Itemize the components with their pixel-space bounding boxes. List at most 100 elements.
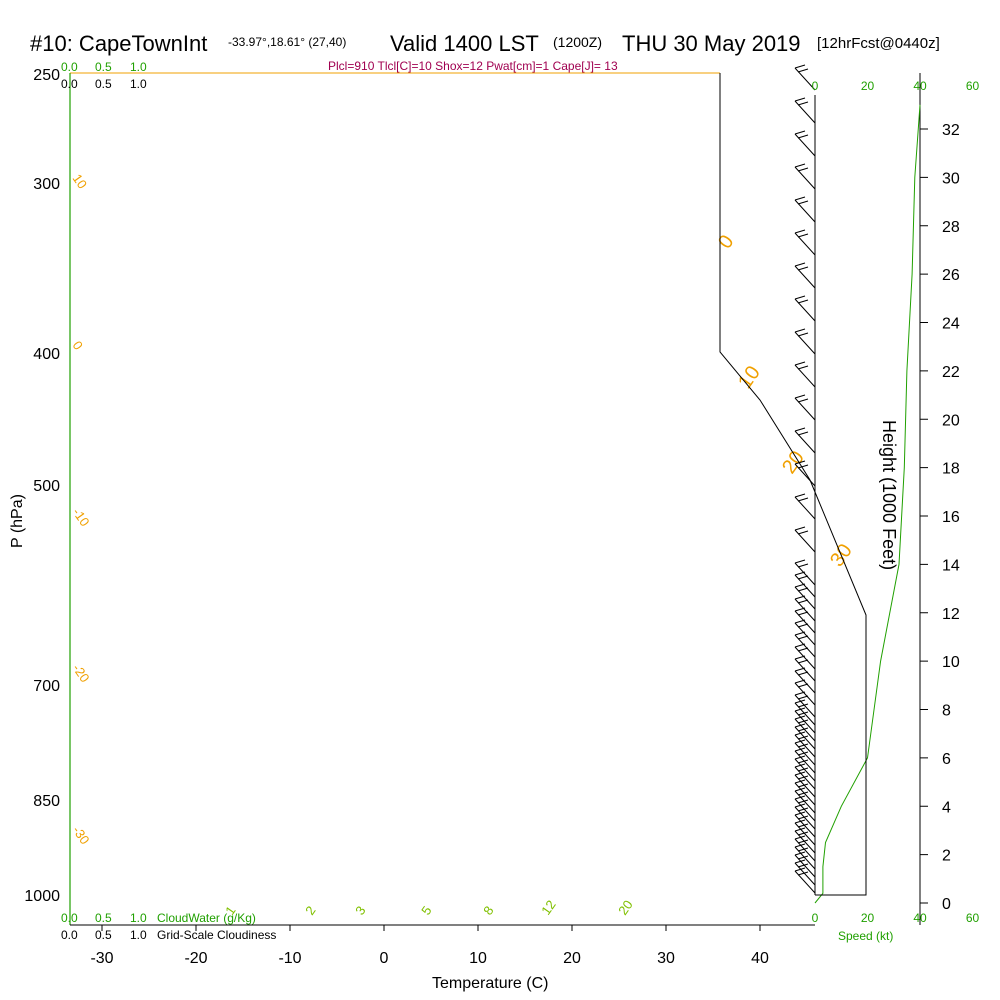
wind-barb-staff bbox=[794, 232, 816, 256]
pressure-tick-label: 500 bbox=[33, 478, 60, 495]
wind-barb bbox=[794, 427, 816, 454]
wind-barb-flag bbox=[794, 163, 806, 168]
wind-barb-staff bbox=[794, 397, 816, 421]
wind-barb bbox=[794, 583, 816, 610]
wind-barb bbox=[794, 835, 816, 862]
isotherm-label: 20 bbox=[778, 447, 809, 478]
wind-barb-flag bbox=[794, 361, 806, 366]
isotherm-label: 0 bbox=[70, 338, 86, 353]
wind-barb bbox=[794, 361, 816, 388]
cloud-scale-bottom-0: 0.0 bbox=[61, 911, 78, 925]
x-axis-title: Temperature (C) bbox=[432, 975, 548, 992]
x-tick-label: 10 bbox=[469, 950, 487, 967]
height-tick-label: 20 bbox=[942, 412, 960, 429]
cloud-scale-top-black-1: 0.5 bbox=[95, 77, 112, 91]
mixing-ratio-label: 20 bbox=[615, 897, 636, 917]
wind-barb bbox=[794, 819, 816, 846]
forecast-label: [12hrFcst@0440z] bbox=[817, 35, 940, 52]
wind-barb bbox=[794, 526, 816, 553]
cloud-scale-top-black-0: 0.0 bbox=[61, 77, 78, 91]
wind-barb-flag bbox=[797, 751, 809, 756]
wind-barb-flag bbox=[794, 779, 806, 784]
wind-barb bbox=[794, 64, 816, 91]
cloud-scale-top-black-2: 1.0 bbox=[130, 77, 147, 91]
wind-barb-flag bbox=[794, 262, 806, 267]
wind-barb bbox=[794, 559, 816, 586]
wind-barb-flag bbox=[797, 695, 809, 700]
height-tick-label: 8 bbox=[942, 703, 951, 720]
wind-barb-flag bbox=[794, 631, 806, 636]
wind-barb-flag bbox=[794, 460, 806, 465]
wind-barb-staff bbox=[794, 298, 816, 322]
wind-barb-flag bbox=[797, 743, 809, 748]
zulu-time: (1200Z) bbox=[553, 34, 602, 50]
date-label: THU 30 May 2019 bbox=[622, 31, 801, 56]
height-tick-label: 26 bbox=[942, 267, 960, 284]
wind-barb-flag bbox=[797, 398, 809, 403]
mixing-ratio-label: 12 bbox=[538, 897, 559, 917]
height-tick-label: 32 bbox=[942, 122, 960, 139]
wind-barb bbox=[794, 707, 816, 734]
mixing-ratio-label: 5 bbox=[418, 903, 434, 918]
x-tick-label: -30 bbox=[90, 950, 113, 967]
height-tick-label: 2 bbox=[942, 848, 951, 865]
wind-barb bbox=[794, 130, 816, 157]
wind-barb bbox=[794, 715, 816, 742]
wind-barb bbox=[794, 655, 816, 682]
wind-barb-flag bbox=[794, 763, 806, 768]
wind-barb-staff bbox=[794, 529, 816, 553]
wind-barb-flag bbox=[797, 823, 809, 828]
wind-speed-line bbox=[814, 104, 921, 904]
wind-barb-flag bbox=[797, 791, 809, 796]
x-tick-label: 0 bbox=[380, 950, 389, 967]
speed-tick-label-bottom: 20 bbox=[861, 911, 875, 925]
wind-barb bbox=[794, 493, 816, 520]
cloud-scale-bottom-black-2: 1.0 bbox=[130, 928, 147, 942]
wind-barb-flag bbox=[794, 835, 806, 840]
wind-barb-flag bbox=[797, 530, 809, 535]
cloud-scale-top-1: 0.5 bbox=[95, 60, 112, 74]
height-tick-label: 6 bbox=[942, 751, 951, 768]
height-tick-label: 30 bbox=[942, 170, 960, 187]
wind-barb-flag bbox=[794, 811, 806, 816]
wind-barb-flag bbox=[797, 831, 809, 836]
height-tick-label: 28 bbox=[942, 219, 960, 236]
wind-barb-flag bbox=[794, 619, 806, 624]
wind-barb-flag bbox=[794, 851, 806, 856]
speed-tick-label-bottom: 60 bbox=[966, 911, 980, 925]
height-tick-label: 10 bbox=[942, 654, 960, 671]
wind-barb-flag bbox=[794, 655, 806, 660]
wind-barb-flag bbox=[794, 295, 806, 300]
x-tick-label: -20 bbox=[184, 950, 207, 967]
wind-barb-flag bbox=[794, 526, 806, 531]
wind-barb-flag bbox=[797, 855, 809, 860]
wind-barb bbox=[794, 229, 816, 256]
wind-barb-flag bbox=[794, 739, 806, 744]
wind-barb-flag bbox=[797, 659, 809, 664]
mixing-ratio-label: 8 bbox=[480, 903, 496, 918]
cloudwater-label: CloudWater (g/Kg) bbox=[157, 911, 256, 925]
wind-barb-flag bbox=[797, 815, 809, 820]
pressure-tick-label: 850 bbox=[33, 793, 60, 810]
wind-barb bbox=[794, 631, 816, 658]
wind-barb-flag bbox=[794, 427, 806, 432]
height-tick-label: 14 bbox=[942, 557, 960, 574]
wind-barb-flag bbox=[794, 559, 806, 564]
wind-barb-flag bbox=[797, 233, 809, 238]
wind-barb-flag bbox=[794, 97, 806, 102]
speed-tick-label-bottom: 40 bbox=[913, 911, 927, 925]
cloud-scale-bottom-1: 0.5 bbox=[95, 911, 112, 925]
wind-barb bbox=[794, 97, 816, 124]
wind-barb-flag bbox=[794, 843, 806, 848]
mixing-ratio-label: 3 bbox=[352, 903, 368, 918]
cloud-scale-bottom-2: 1.0 bbox=[130, 911, 147, 925]
wind-barb bbox=[794, 571, 816, 598]
wind-barb bbox=[794, 803, 816, 830]
wind-barb-flag bbox=[797, 735, 809, 740]
wind-barb bbox=[794, 619, 816, 646]
wind-barb-flag bbox=[794, 667, 806, 672]
speed-tick-label-top: 0 bbox=[812, 79, 819, 93]
wind-barb-flag bbox=[794, 583, 806, 588]
isotherm-label: -20 bbox=[70, 661, 93, 685]
